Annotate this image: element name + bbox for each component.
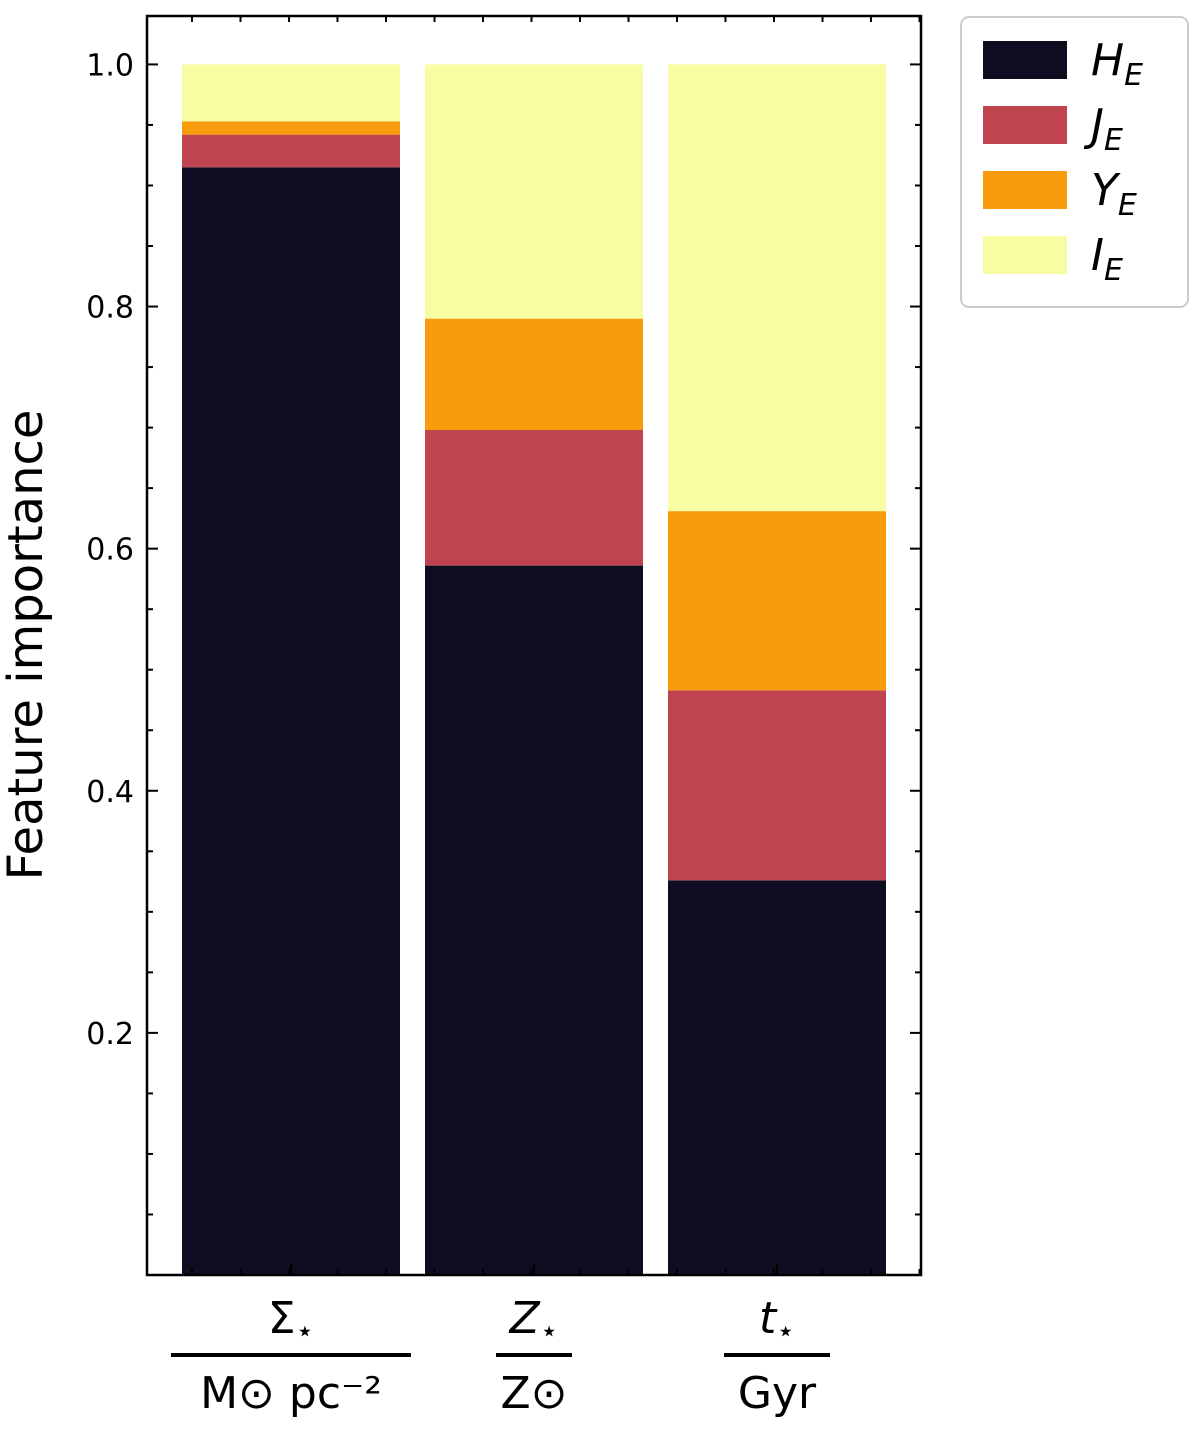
- legend-swatch-i: [983, 236, 1067, 274]
- legend-frame: [960, 16, 1189, 308]
- y-tick-label: 0.8: [86, 291, 134, 326]
- bars-group: [182, 64, 886, 1275]
- x-category-label-2: Z⋆ Z⊙: [496, 1293, 572, 1419]
- y-tick-labels: 0.2 0.4 0.6 0.8 1.0: [86, 48, 134, 1051]
- bar-he-1: [182, 167, 400, 1275]
- bar-ye-3: [668, 511, 886, 691]
- y-axis-label: Feature importance: [0, 410, 54, 881]
- x-category-numerator: Σ⋆: [268, 1293, 315, 1349]
- y-tick-label: 0.6: [86, 533, 134, 568]
- bar-je-1: [182, 134, 400, 168]
- x-category-numerator: t⋆: [759, 1293, 795, 1349]
- legend-swatch-h: [983, 41, 1067, 79]
- bar-ie-1: [182, 64, 400, 122]
- bar-ie-3: [668, 64, 886, 512]
- x-category-denominator: Gyr: [738, 1368, 817, 1419]
- x-category-label-1: Σ⋆ M⊙ pc⁻²: [171, 1293, 411, 1419]
- y-tick-label: 0.2: [86, 1017, 134, 1052]
- x-category-labels: Σ⋆ M⊙ pc⁻² Z⋆ Z⊙ t⋆ Gyr: [171, 1293, 830, 1419]
- bar-ie-2: [425, 64, 643, 319]
- legend-swatch-j: [983, 106, 1067, 144]
- bar-he-3: [668, 880, 886, 1275]
- bar-ye-2: [425, 318, 643, 431]
- x-category-denominator: Z⊙: [500, 1368, 567, 1419]
- bar-ye-1: [182, 121, 400, 135]
- y-tick-label: 0.4: [86, 775, 134, 810]
- x-category-denominator: M⊙ pc⁻²: [200, 1368, 382, 1419]
- y-tick-label: 1.0: [86, 48, 134, 83]
- bar-he-2: [425, 565, 643, 1275]
- legend-swatch-y: [983, 171, 1067, 209]
- axes-frame: [145, 14, 923, 1277]
- x-category-numerator: Z⋆: [509, 1293, 559, 1349]
- bar-je-3: [668, 690, 886, 881]
- bar-je-2: [425, 430, 643, 566]
- legend-label-y: YE: [1091, 165, 1137, 223]
- x-category-label-3: t⋆ Gyr: [724, 1293, 830, 1419]
